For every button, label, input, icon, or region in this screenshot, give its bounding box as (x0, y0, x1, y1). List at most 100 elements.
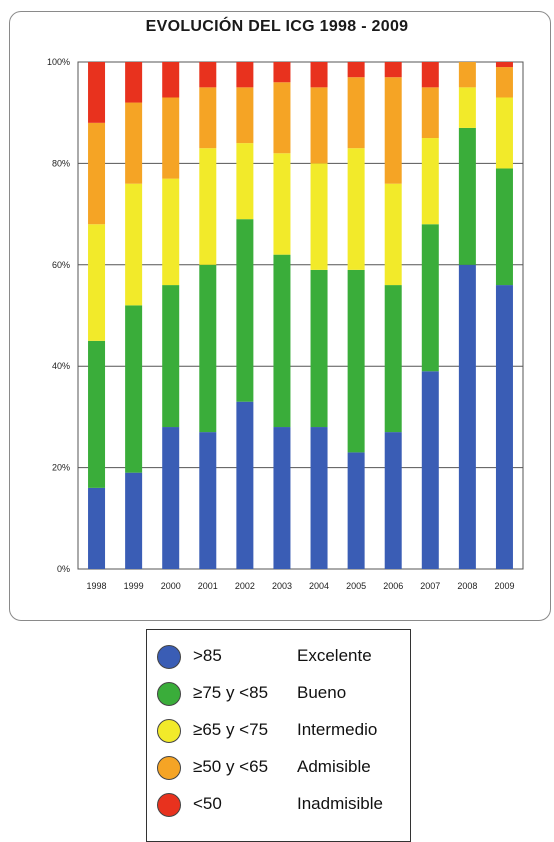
bar-bueno-2001 (199, 264, 217, 433)
legend-range: ≥65 y <75 (193, 720, 269, 739)
x-tick-label: 2004 (309, 581, 329, 591)
bar-inadmisible-1998 (88, 62, 106, 123)
bar-intermedio-2008 (458, 87, 476, 128)
bar-admisible-2008 (458, 62, 476, 88)
legend-item-bueno: ≥75 y <85 Bueno (147, 679, 410, 709)
legend-range: ≥75 y <85 (193, 683, 269, 702)
legend-item-intermedio: ≥65 y <75 Intermedio (147, 716, 410, 746)
bar-admisible-1998 (88, 122, 106, 225)
bar-excelente-2007 (421, 371, 439, 569)
legend-label: Admisible (297, 757, 371, 776)
bar-admisible-2004 (310, 87, 328, 164)
legend-range: >85 (193, 646, 222, 665)
bar-admisible-2001 (199, 87, 217, 149)
bar-intermedio-2002 (236, 143, 254, 220)
bar-intermedio-2005 (347, 148, 365, 270)
legend-range: ≥50 y <65 (193, 757, 269, 776)
x-tick-label: 2005 (346, 581, 366, 591)
bar-admisible-2009 (495, 67, 513, 98)
bar-excelente-2009 (495, 285, 513, 569)
bar-bueno-1999 (125, 305, 143, 473)
bar-bueno-2007 (421, 224, 439, 372)
bar-intermedio-2007 (421, 138, 439, 225)
bar-admisible-1999 (125, 102, 143, 184)
bar-inadmisible-1999 (125, 62, 143, 103)
bar-excelente-2006 (384, 432, 402, 569)
bar-inadmisible-2005 (347, 62, 365, 78)
bar-inadmisible-2007 (421, 62, 439, 88)
bar-bueno-2002 (236, 219, 254, 402)
y-tick-label: 0% (57, 564, 70, 574)
x-tick-label: 2007 (420, 581, 440, 591)
bar-excelente-2004 (310, 427, 328, 569)
bar-inadmisible-2002 (236, 62, 254, 88)
y-tick-label: 100% (47, 57, 70, 67)
bar-excelente-1998 (88, 487, 106, 569)
bar-excelente-2000 (162, 427, 180, 569)
bar-admisible-2006 (384, 77, 402, 184)
x-tick-label: 2008 (457, 581, 477, 591)
bar-intermedio-1998 (88, 224, 106, 341)
legend-swatch-bueno (157, 682, 181, 706)
bar-inadmisible-2009 (495, 62, 513, 68)
legend-swatch-intermedio (157, 719, 181, 743)
bar-admisible-2003 (273, 82, 291, 154)
legend-swatch-excelente (157, 645, 181, 669)
legend-item-admisible: ≥50 y <65 Admisible (147, 753, 410, 783)
bar-intermedio-2000 (162, 178, 180, 286)
x-tick-label: 1998 (87, 581, 107, 591)
bar-admisible-2007 (421, 87, 439, 139)
bar-bueno-2005 (347, 269, 365, 453)
bar-excelente-2001 (199, 432, 217, 569)
legend-item-excelente: >85 Excelente (147, 642, 410, 672)
bar-admisible-2000 (162, 97, 180, 179)
bar-inadmisible-2001 (199, 62, 217, 88)
bar-inadmisible-2004 (310, 62, 328, 88)
bar-intermedio-2009 (495, 97, 513, 169)
bar-intermedio-1999 (125, 183, 143, 306)
bar-intermedio-2003 (273, 153, 291, 255)
legend-label: Intermedio (297, 720, 378, 739)
bar-excelente-2008 (458, 264, 476, 569)
bar-bueno-1998 (88, 340, 106, 488)
legend-range: <50 (193, 794, 222, 813)
plot-frame (77, 61, 524, 570)
bar-bueno-2000 (162, 285, 180, 428)
bar-inadmisible-2000 (162, 62, 180, 98)
bar-excelente-1999 (125, 472, 143, 569)
bar-inadmisible-2003 (273, 62, 291, 83)
y-tick-label: 40% (52, 361, 70, 371)
legend-swatch-admisible (157, 756, 181, 780)
x-tick-label: 2000 (161, 581, 181, 591)
bar-bueno-2003 (273, 254, 291, 428)
x-tick-label: 2001 (198, 581, 218, 591)
bar-bueno-2008 (458, 127, 476, 265)
x-tick-label: 1999 (124, 581, 144, 591)
legend-swatch-inadmisible (157, 793, 181, 817)
x-tick-label: 2009 (494, 581, 514, 591)
x-tick-label: 2006 (383, 581, 403, 591)
bar-bueno-2004 (310, 269, 328, 428)
legend-label: Bueno (297, 683, 347, 702)
bar-admisible-2005 (347, 77, 365, 149)
y-tick-label: 20% (52, 463, 70, 473)
bar-excelente-2003 (273, 427, 291, 569)
legend-label: Inadmisible (297, 794, 383, 813)
x-tick-label: 2003 (272, 581, 292, 591)
bar-bueno-2006 (384, 285, 402, 433)
bar-excelente-2005 (347, 452, 365, 569)
legend: >85 Excelente ≥75 y <85 Bueno ≥65 y <75 … (146, 629, 411, 842)
bar-intermedio-2004 (310, 163, 328, 270)
y-tick-label: 80% (52, 158, 70, 168)
bar-intermedio-2006 (384, 183, 402, 286)
bar-excelente-2002 (236, 401, 254, 569)
bar-intermedio-2001 (199, 148, 217, 265)
bar-bueno-2009 (495, 168, 513, 286)
x-tick-label: 2002 (235, 581, 255, 591)
stacked-bar-chart: 0% 20% 40% 60% 80% 100% 1998 1999 2000 2001 2002 20… (47, 57, 524, 591)
legend-label: Excelente (297, 646, 372, 665)
y-tick-label: 60% (52, 260, 70, 270)
legend-item-inadmisible: <50 Inadmisible (147, 790, 410, 820)
bar-inadmisible-2006 (384, 62, 402, 78)
bar-admisible-2002 (236, 87, 254, 144)
